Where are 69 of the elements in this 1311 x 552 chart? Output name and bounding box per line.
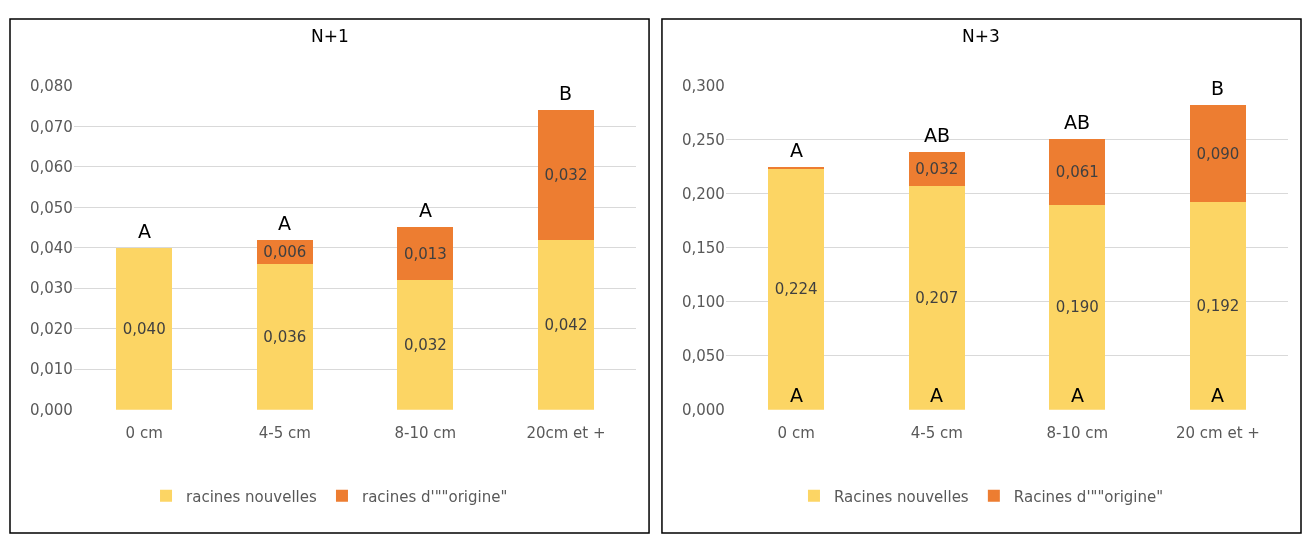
x-tick-label: 0 cm xyxy=(777,423,815,442)
x-tick-label: 4-5 cm xyxy=(258,423,311,442)
bar xyxy=(1049,204,1106,410)
data-label: 0,207 xyxy=(915,288,959,307)
legend-label: racines nouvelles xyxy=(186,487,317,506)
data-label: 0,006 xyxy=(263,242,307,261)
annotation: AB xyxy=(1064,111,1091,133)
y-tick-label: 0,050 xyxy=(29,198,73,217)
y-tick-label: 0,040 xyxy=(29,238,73,257)
y-tick-label: 0,250 xyxy=(681,131,725,150)
x-tick-label: 20 cm et + xyxy=(1175,423,1260,442)
y-tick-label: 0,020 xyxy=(29,319,73,338)
data-label: 0,224 xyxy=(774,279,818,298)
bar xyxy=(537,239,595,410)
x-tick-label: 8-10 cm xyxy=(1046,423,1109,442)
annotation: B xyxy=(1211,77,1225,99)
bar xyxy=(768,166,825,169)
legend-label: racines d'""origine" xyxy=(361,487,508,506)
x-tick-label: 4-5 cm xyxy=(910,423,963,442)
bar xyxy=(397,227,454,281)
annotation: A xyxy=(138,220,151,242)
y-tick-label: 0,000 xyxy=(681,400,725,419)
bar xyxy=(908,186,965,410)
x-tick-label: 8-10 cm xyxy=(394,423,457,442)
x-tick-label: 20cm et + xyxy=(526,423,606,442)
bar xyxy=(116,247,173,410)
annotation: A xyxy=(278,212,291,234)
y-tick-label: 0,070 xyxy=(29,117,73,136)
x-tick-label: 0 cm xyxy=(125,423,163,442)
data-label: 0,042 xyxy=(544,315,588,334)
data-label: 0,036 xyxy=(263,327,307,346)
y-tick-label: 0,050 xyxy=(681,346,725,365)
annotation: B xyxy=(559,82,573,104)
data-label: 0,192 xyxy=(1196,297,1240,316)
data-label: 0,013 xyxy=(403,244,447,263)
y-tick-label: 0,080 xyxy=(29,77,73,96)
annotation: A xyxy=(930,384,943,406)
data-label: 0,032 xyxy=(403,335,447,354)
y-tick-label: 0,060 xyxy=(29,158,73,177)
y-tick-label: 0,200 xyxy=(681,185,725,204)
bar xyxy=(1049,138,1106,205)
y-tick-label: 0,150 xyxy=(681,238,725,257)
y-tick-label: 0,030 xyxy=(29,279,73,298)
y-tick-label: 0,100 xyxy=(681,292,725,311)
chart-title: N+1 xyxy=(311,26,349,46)
bar xyxy=(256,263,313,410)
legend-label: Racines nouvelles xyxy=(833,487,969,506)
annotation: A xyxy=(1071,384,1084,406)
bar xyxy=(1189,105,1247,203)
annotation: A xyxy=(790,139,803,161)
annotation: AB xyxy=(924,124,951,146)
bar xyxy=(768,167,825,410)
data-label: 0,090 xyxy=(1196,144,1240,163)
bar xyxy=(537,110,595,240)
bar xyxy=(1189,202,1247,410)
chart-title: N+3 xyxy=(962,26,1000,46)
bar xyxy=(397,280,454,410)
data-label: 0,061 xyxy=(1055,162,1099,181)
annotation: A xyxy=(419,199,432,221)
legend-label: Racines d'""origine" xyxy=(1013,487,1164,506)
annotation: A xyxy=(1211,384,1224,406)
y-tick-label: 0,000 xyxy=(29,400,73,419)
annotation: A xyxy=(790,384,803,406)
y-tick-label: 0,300 xyxy=(681,77,725,96)
y-tick-label: 0,010 xyxy=(29,360,73,379)
data-label: 0,032 xyxy=(915,159,959,178)
data-label: 0,040 xyxy=(122,319,166,338)
data-label: 0,190 xyxy=(1055,298,1099,317)
data-label: 0,032 xyxy=(544,165,588,184)
